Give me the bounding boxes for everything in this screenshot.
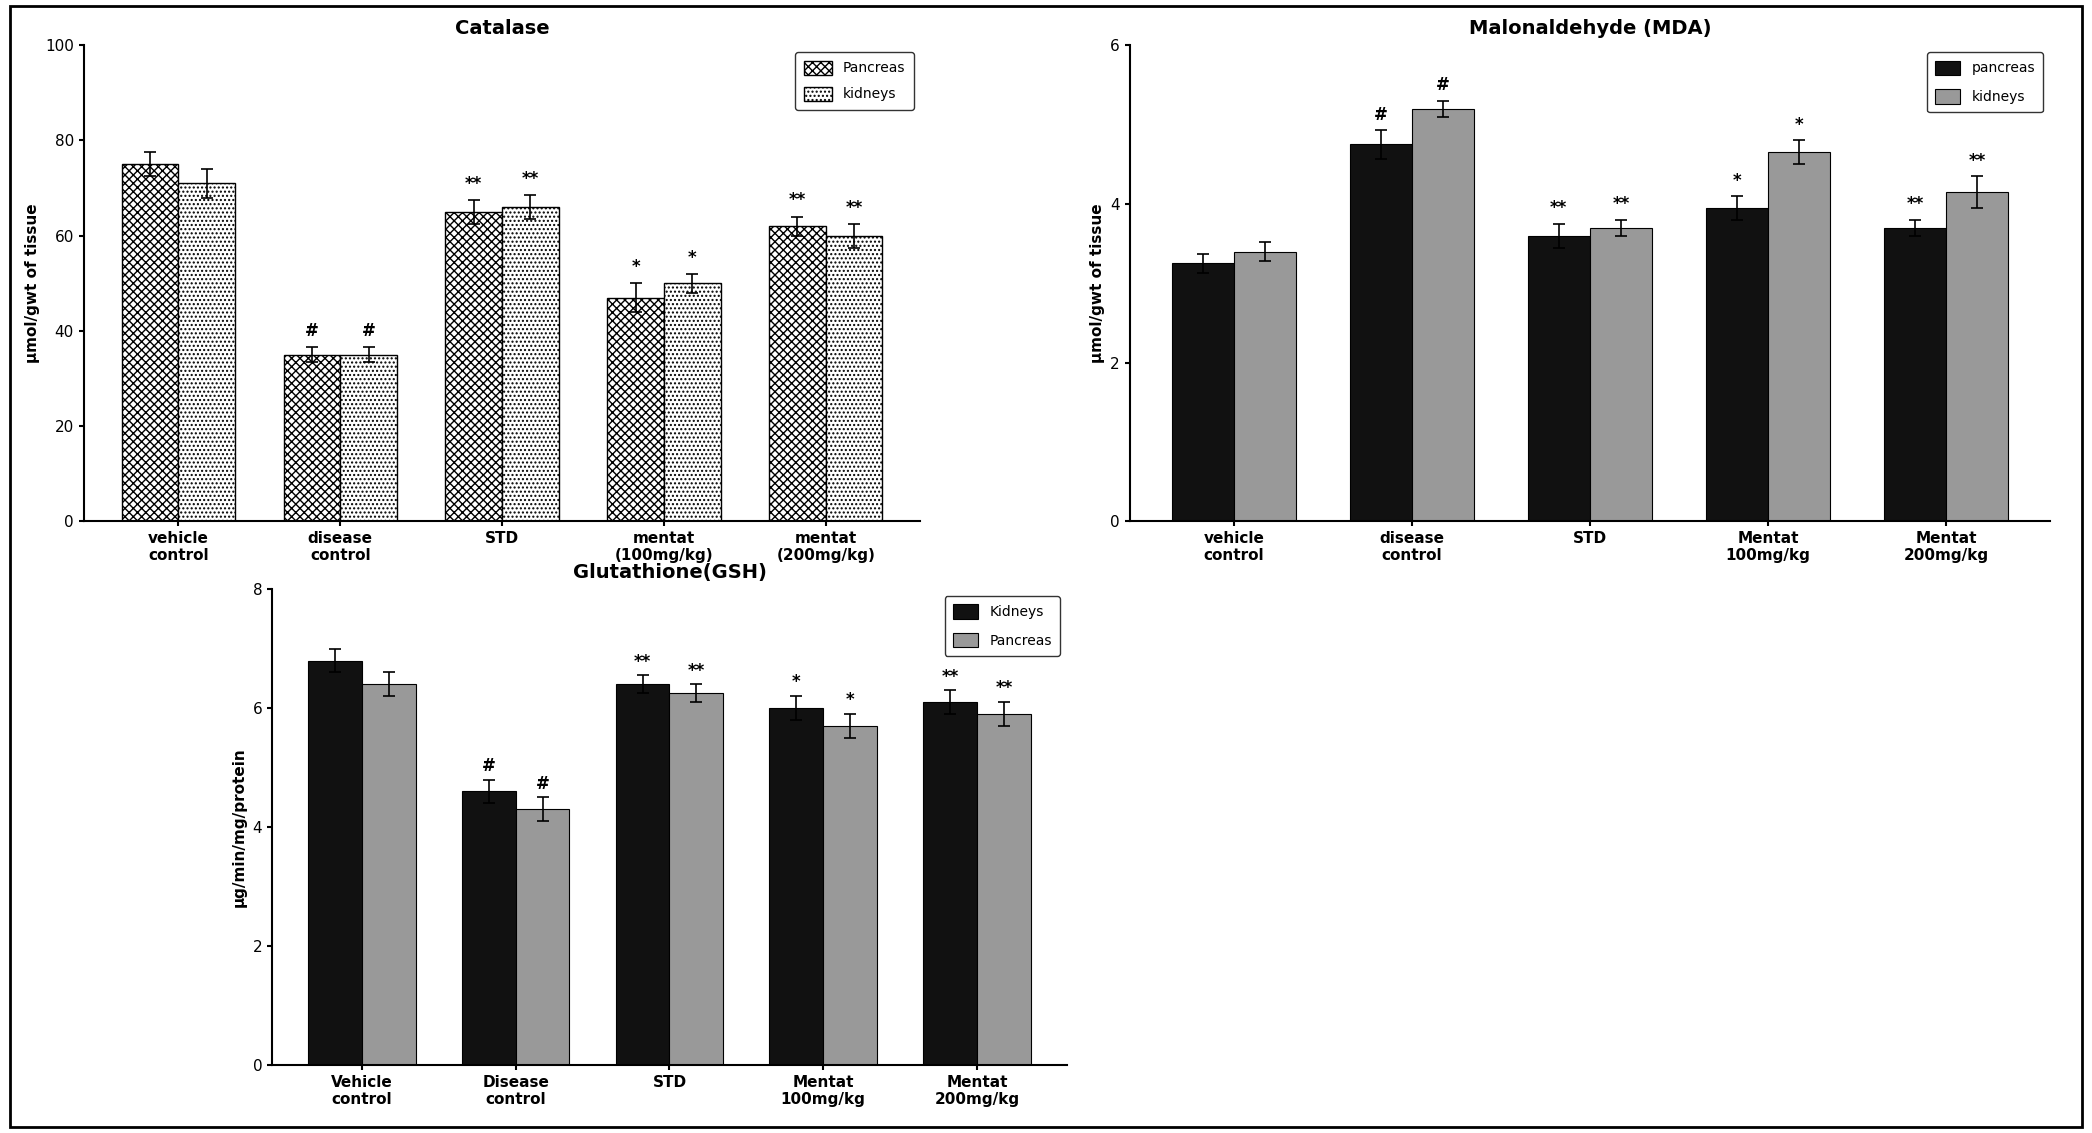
Text: **: ** bbox=[1906, 196, 1923, 213]
Bar bbox=[1883, 228, 1946, 521]
Bar bbox=[178, 184, 234, 521]
Bar bbox=[826, 236, 883, 521]
Text: *: * bbox=[1795, 117, 1803, 134]
Bar bbox=[1234, 252, 1297, 521]
Bar bbox=[923, 702, 977, 1065]
Y-axis label: μmol/gwt of tissue: μmol/gwt of tissue bbox=[25, 204, 40, 363]
Bar bbox=[977, 714, 1031, 1065]
Bar bbox=[1705, 207, 1768, 521]
Bar bbox=[285, 355, 341, 521]
Text: **: ** bbox=[688, 662, 705, 680]
Text: #: # bbox=[362, 323, 374, 340]
Bar bbox=[502, 207, 559, 521]
Legend: Pancreas, kidneys: Pancreas, kidneys bbox=[795, 52, 914, 110]
Bar bbox=[669, 693, 724, 1065]
Bar bbox=[1527, 236, 1590, 521]
Bar bbox=[308, 661, 362, 1065]
Text: **: ** bbox=[845, 198, 862, 216]
Text: *: * bbox=[688, 248, 697, 266]
Bar bbox=[341, 355, 397, 521]
Y-axis label: μmol/gwt of tissue: μmol/gwt of tissue bbox=[1090, 204, 1105, 363]
Text: **: ** bbox=[1969, 152, 1985, 170]
Bar bbox=[663, 283, 720, 521]
Text: **: ** bbox=[464, 174, 483, 193]
Text: #: # bbox=[481, 757, 496, 775]
Bar bbox=[446, 212, 502, 521]
Y-axis label: μg/min/mg/protein: μg/min/mg/protein bbox=[232, 748, 247, 906]
Title: Catalase: Catalase bbox=[454, 19, 550, 39]
Bar bbox=[1946, 191, 2008, 521]
Text: **: ** bbox=[941, 667, 958, 685]
Bar bbox=[121, 164, 178, 521]
Bar bbox=[1349, 144, 1412, 521]
Text: **: ** bbox=[996, 680, 1013, 698]
Text: #: # bbox=[1374, 105, 1387, 123]
Bar bbox=[770, 227, 826, 521]
Bar bbox=[770, 708, 824, 1065]
Bar bbox=[615, 684, 669, 1065]
Bar bbox=[362, 684, 416, 1065]
Text: **: ** bbox=[521, 170, 540, 188]
Bar bbox=[824, 726, 877, 1065]
Text: #: # bbox=[536, 775, 550, 793]
Legend: pancreas, kidneys: pancreas, kidneys bbox=[1927, 52, 2044, 112]
Text: **: ** bbox=[789, 191, 805, 210]
Bar bbox=[1172, 263, 1234, 521]
Bar bbox=[1412, 109, 1475, 521]
Text: **: ** bbox=[634, 653, 651, 671]
Bar bbox=[1768, 152, 1830, 521]
Title: Malonaldehyde (MDA): Malonaldehyde (MDA) bbox=[1469, 19, 1711, 39]
Bar bbox=[515, 809, 569, 1065]
Bar bbox=[1590, 228, 1653, 521]
Text: *: * bbox=[793, 673, 801, 691]
Text: #: # bbox=[305, 323, 318, 340]
Bar bbox=[607, 298, 663, 521]
Title: Glutathione(GSH): Glutathione(GSH) bbox=[573, 563, 766, 582]
Legend: Kidneys, Pancreas: Kidneys, Pancreas bbox=[946, 596, 1061, 656]
Text: *: * bbox=[845, 691, 854, 709]
Text: b: b bbox=[1004, 616, 1017, 634]
Text: #: # bbox=[1435, 77, 1450, 94]
Text: **: ** bbox=[1613, 196, 1630, 213]
Bar bbox=[462, 791, 515, 1065]
Text: *: * bbox=[1732, 172, 1741, 189]
Text: *: * bbox=[632, 258, 640, 276]
Text: **: ** bbox=[1550, 199, 1567, 218]
